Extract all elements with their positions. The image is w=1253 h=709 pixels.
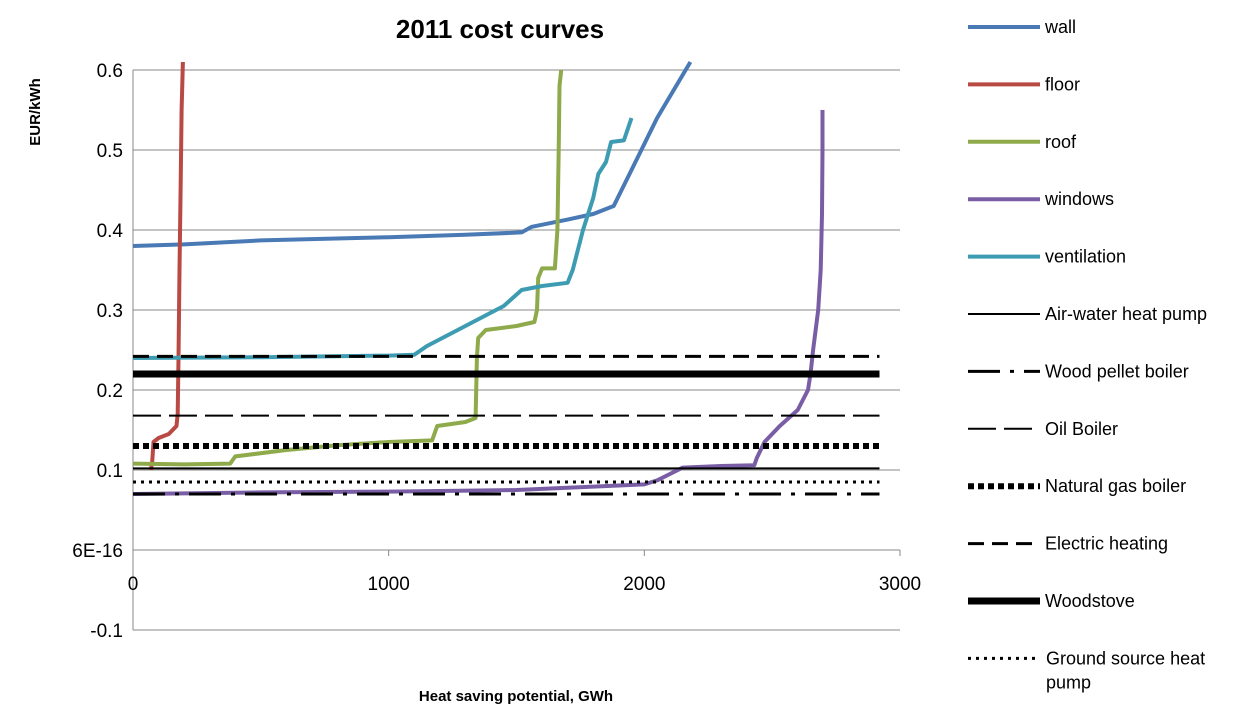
y-tick-label: 0.4: [97, 221, 124, 242]
legend-label: floor: [1045, 74, 1080, 94]
legend: wall floor roof windows ventilation Air-water…: [968, 17, 1207, 692]
x-tick-label: 1000: [368, 574, 410, 595]
legend-label: wall: [1044, 17, 1076, 37]
legend-label: roof: [1045, 132, 1077, 152]
chart-title: 2011 cost curves: [396, 14, 604, 44]
y-tick-label: -0.1: [90, 621, 123, 642]
y-tick-label: 0.1: [97, 461, 123, 482]
series-line-windows: [132, 110, 825, 496]
x-tick-labels: 0 1000 2000 3000: [128, 574, 921, 595]
legend-label: Ground source heat pump: [1046, 648, 1205, 692]
legend-label: ventilation: [1045, 247, 1126, 267]
x-tick-label: 3000: [879, 574, 921, 595]
y-tick-label: 0.5: [97, 141, 123, 162]
series-line-roof: [132, 69, 564, 467]
legend-label: Natural gas boiler: [1045, 476, 1186, 496]
y-tick-label: 6E-16: [72, 541, 123, 562]
grid-lines: [133, 69, 900, 631]
y-tick-label: 0.3: [97, 301, 123, 322]
x-tick-label: 0: [128, 574, 139, 595]
legend-label: windows: [1044, 189, 1114, 209]
legend-label: Electric heating: [1045, 534, 1168, 554]
y-axis-label: EUR/kWh: [27, 78, 44, 146]
y-tick-label: 0.6: [97, 61, 123, 82]
series-lines: [132, 60, 880, 496]
legend-label: Wood pellet boiler: [1045, 361, 1189, 381]
y-tick-labels: -0.1 6E-16 0.1 0.2 0.3 0.4 0.5 0.6: [72, 61, 123, 642]
legend-label: Air-water heat pump: [1045, 304, 1207, 324]
y-tick-label: 0.2: [97, 381, 123, 402]
legend-label: Woodstove: [1045, 591, 1135, 611]
x-axis-label: Heat saving potential, GWh: [419, 688, 613, 705]
axes: [132, 70, 901, 630]
legend-label: Oil Boiler: [1045, 419, 1118, 439]
series-line-floor: [148, 61, 185, 471]
series-line-wall: [132, 60, 693, 248]
x-tick-label: 2000: [623, 574, 665, 595]
